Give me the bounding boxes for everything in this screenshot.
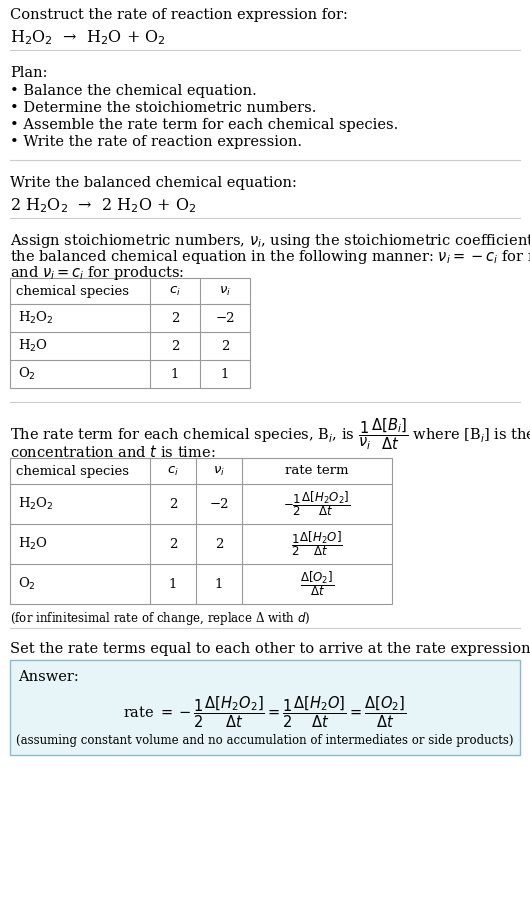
Text: 2: 2 <box>221 339 229 352</box>
Text: $-\dfrac{1}{2}\dfrac{\Delta[H_2O_2]}{\Delta t}$: $-\dfrac{1}{2}\dfrac{\Delta[H_2O_2]}{\De… <box>284 490 351 519</box>
Text: rate $= -\dfrac{1}{2}\dfrac{\Delta[H_2O_2]}{\Delta t} = \dfrac{1}{2}\dfrac{\Delt: rate $= -\dfrac{1}{2}\dfrac{\Delta[H_2O_… <box>123 694 407 730</box>
Text: Answer:: Answer: <box>18 670 79 684</box>
Text: 2: 2 <box>215 538 223 551</box>
Text: O$_2$: O$_2$ <box>18 366 36 382</box>
Text: H$_2$O$_2$: H$_2$O$_2$ <box>18 496 54 512</box>
Text: 1: 1 <box>215 578 223 591</box>
Text: 1: 1 <box>169 578 177 591</box>
Text: (for infinitesimal rate of change, replace Δ with $d$): (for infinitesimal rate of change, repla… <box>10 610 311 627</box>
Text: chemical species: chemical species <box>16 464 129 478</box>
Bar <box>10 458 392 604</box>
Text: −2: −2 <box>215 311 235 325</box>
Text: −2: −2 <box>209 498 229 511</box>
Text: Assign stoichiometric numbers, $\nu_i$, using the stoichiometric coefficients, $: Assign stoichiometric numbers, $\nu_i$, … <box>10 232 530 250</box>
Text: H$_2$O$_2$: H$_2$O$_2$ <box>18 310 54 326</box>
Text: 2: 2 <box>169 498 177 511</box>
Text: Write the balanced chemical equation:: Write the balanced chemical equation: <box>10 176 297 190</box>
Text: the balanced chemical equation in the following manner: $\nu_i = -c_i$ for react: the balanced chemical equation in the fo… <box>10 248 530 266</box>
Text: concentration and $t$ is time:: concentration and $t$ is time: <box>10 444 216 460</box>
Text: $c_i$: $c_i$ <box>169 285 181 298</box>
Bar <box>10 660 520 755</box>
Text: chemical species: chemical species <box>16 285 129 298</box>
Text: 1: 1 <box>171 368 179 380</box>
Text: • Determine the stoichiometric numbers.: • Determine the stoichiometric numbers. <box>10 101 316 115</box>
Bar <box>10 278 250 388</box>
Text: (assuming constant volume and no accumulation of intermediates or side products): (assuming constant volume and no accumul… <box>16 734 514 747</box>
Text: • Write the rate of reaction expression.: • Write the rate of reaction expression. <box>10 135 302 149</box>
Text: H$_2$O$_2$  →  H$_2$O + O$_2$: H$_2$O$_2$ → H$_2$O + O$_2$ <box>10 28 166 46</box>
Text: H$_2$O: H$_2$O <box>18 536 48 552</box>
Text: 2: 2 <box>171 311 179 325</box>
Text: $c_i$: $c_i$ <box>167 464 179 478</box>
Text: Set the rate terms equal to each other to arrive at the rate expression:: Set the rate terms equal to each other t… <box>10 642 530 656</box>
Text: H$_2$O: H$_2$O <box>18 338 48 354</box>
Text: rate term: rate term <box>285 464 349 478</box>
Text: 2 H$_2$O$_2$  →  2 H$_2$O + O$_2$: 2 H$_2$O$_2$ → 2 H$_2$O + O$_2$ <box>10 196 197 215</box>
Text: O$_2$: O$_2$ <box>18 576 36 592</box>
Text: $\nu_i$: $\nu_i$ <box>213 464 225 478</box>
Text: The rate term for each chemical species, B$_i$, is $\dfrac{1}{\nu_i}\dfrac{\Delt: The rate term for each chemical species,… <box>10 416 530 451</box>
Text: and $\nu_i = c_i$ for products:: and $\nu_i = c_i$ for products: <box>10 264 184 282</box>
Text: • Assemble the rate term for each chemical species.: • Assemble the rate term for each chemic… <box>10 118 398 132</box>
Text: $\dfrac{\Delta[O_2]}{\Delta t}$: $\dfrac{\Delta[O_2]}{\Delta t}$ <box>300 570 334 599</box>
Text: 2: 2 <box>169 538 177 551</box>
Text: 1: 1 <box>221 368 229 380</box>
Text: 2: 2 <box>171 339 179 352</box>
Text: • Balance the chemical equation.: • Balance the chemical equation. <box>10 84 257 98</box>
Text: Plan:: Plan: <box>10 66 48 80</box>
Text: $\nu_i$: $\nu_i$ <box>219 285 231 298</box>
Text: Construct the rate of reaction expression for:: Construct the rate of reaction expressio… <box>10 8 348 22</box>
Text: $\dfrac{1}{2}\dfrac{\Delta[H_2O]}{\Delta t}$: $\dfrac{1}{2}\dfrac{\Delta[H_2O]}{\Delta… <box>291 530 343 559</box>
